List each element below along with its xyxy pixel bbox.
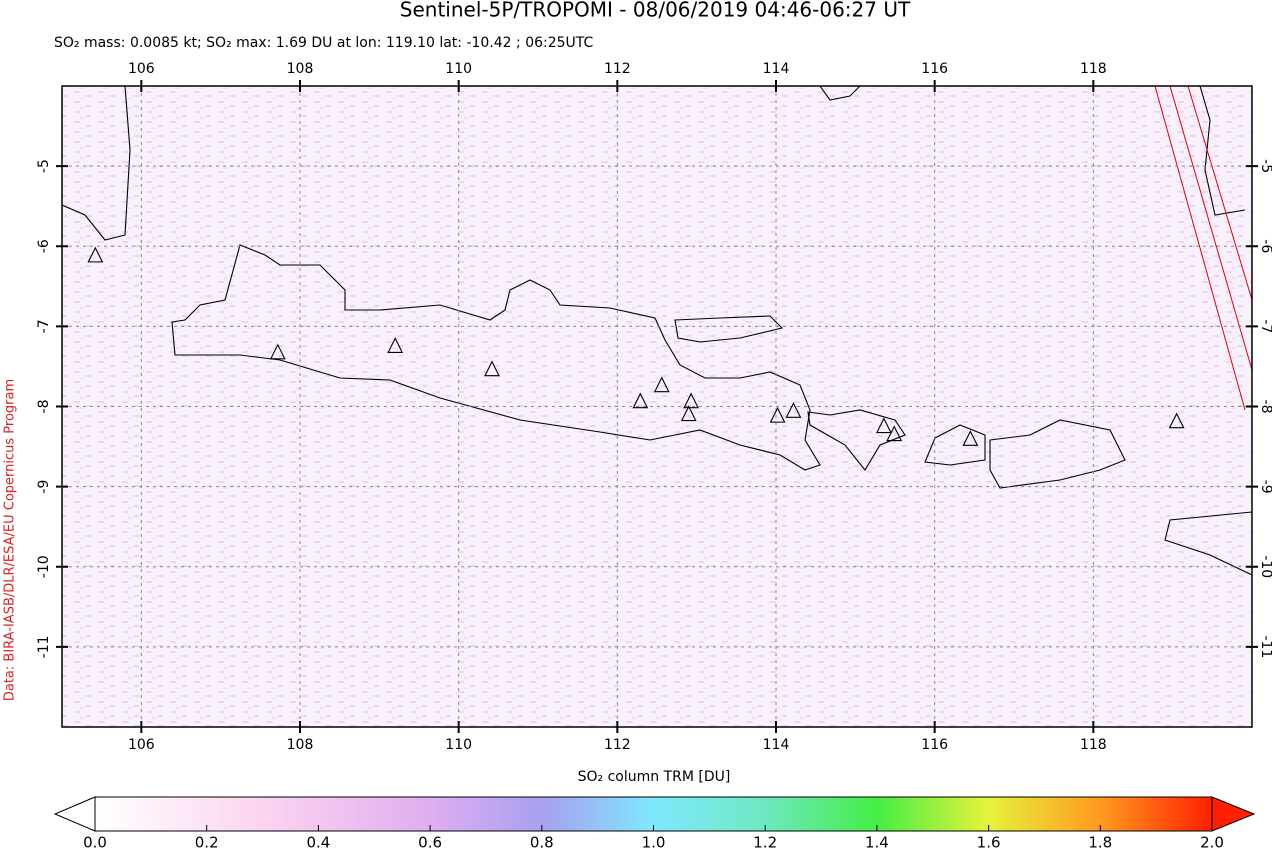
x-tick-label: 108 <box>287 737 314 753</box>
coastline <box>819 86 861 101</box>
coastline <box>1199 86 1246 216</box>
y-tick-label: -10 <box>36 555 52 578</box>
x-tick-label: 114 <box>763 61 790 77</box>
y-tick-label: -7 <box>1258 319 1272 333</box>
volcano <box>785 402 802 418</box>
x-tick-label: 110 <box>445 61 472 77</box>
y-tick-label: -8 <box>36 400 52 414</box>
y-tick-label: -5 <box>1258 159 1272 173</box>
x-tick-label: 112 <box>604 737 631 753</box>
volcano <box>632 392 649 409</box>
x-tick-label: 114 <box>763 737 790 753</box>
colorbar-tick-label: 1.8 <box>1088 834 1112 852</box>
coastline <box>674 315 784 343</box>
volcano <box>484 360 500 377</box>
y-tick-label: -10 <box>1258 555 1272 578</box>
volcano <box>87 246 104 263</box>
volcano <box>962 430 979 446</box>
volcano <box>683 392 700 409</box>
coastline <box>171 244 821 471</box>
x-tick-label: 110 <box>445 737 472 753</box>
x-tick-label: 118 <box>1080 61 1107 77</box>
volcano <box>886 425 903 442</box>
coastline <box>924 424 986 466</box>
colorbar-label: SO₂ column TRM [DU] <box>578 769 731 785</box>
x-tick-label: 112 <box>604 61 631 77</box>
x-tick-label: 108 <box>287 61 314 77</box>
volcano <box>769 406 786 423</box>
x-tick-label: 106 <box>128 737 155 753</box>
volcano <box>269 343 286 360</box>
y-tick-label: -6 <box>1258 239 1272 253</box>
y-tick-label: -5 <box>36 159 52 173</box>
colorbar-under <box>53 796 96 832</box>
volcano <box>680 405 697 422</box>
colorbar-tick-label: 1.6 <box>977 834 1001 852</box>
coastline <box>62 86 131 241</box>
y-tick-label: -9 <box>1258 480 1272 494</box>
y-tick-label: -9 <box>36 480 52 494</box>
y-tick-label: -6 <box>36 239 52 253</box>
coastline <box>1164 511 1252 576</box>
colorbar-over <box>1211 796 1256 832</box>
coastline <box>989 419 1126 489</box>
subtitle: SO₂ mass: 0.0085 kt; SO₂ max: 1.69 DU at… <box>54 35 594 51</box>
colorbar-tick-label: 2.0 <box>1200 834 1224 852</box>
y-tick-label: -11 <box>36 635 52 658</box>
colorbar-tick-label: 1.2 <box>753 834 777 852</box>
credit: Data: BIRA-IASB/DLR/ESA/EU Copernicus Pr… <box>3 379 18 701</box>
colorbar-tick-label: 1.4 <box>865 834 889 852</box>
map-layer <box>62 86 1252 727</box>
volcano <box>653 376 670 393</box>
volcano <box>387 337 404 353</box>
volcano <box>876 417 892 434</box>
y-tick-label: -11 <box>1258 635 1272 658</box>
x-tick-label: 118 <box>1080 737 1107 753</box>
colorbar-tick-label: 0.8 <box>530 834 554 852</box>
volcano <box>1168 412 1185 429</box>
colorbar-tick-label: 1.0 <box>642 834 666 852</box>
x-tick-label: 106 <box>128 61 155 77</box>
colorbar-tick-label: 0.0 <box>83 834 107 852</box>
colorbar-tick-label: 0.4 <box>306 834 330 852</box>
x-tick-label: 116 <box>921 61 948 77</box>
colorbar-tick-label: 0.6 <box>418 834 442 852</box>
x-tick-label: 116 <box>921 737 948 753</box>
y-tick-label: -8 <box>1258 400 1272 414</box>
orbit-edge <box>1154 86 1252 411</box>
y-tick-label: -7 <box>36 319 52 333</box>
title: Sentinel-5P/TROPOMI - 08/06/2019 04:46-0… <box>400 0 911 22</box>
colorbar-tick-label: 0.2 <box>195 834 219 852</box>
